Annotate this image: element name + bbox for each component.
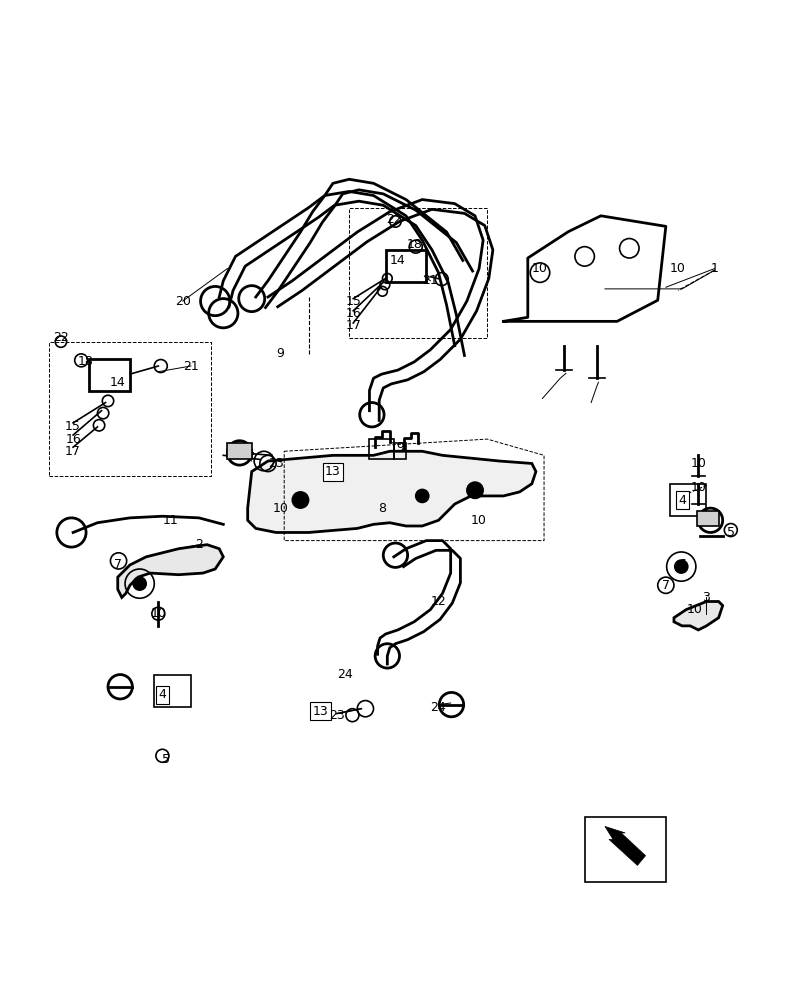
Text: 15: 15 (345, 295, 361, 308)
Text: 18: 18 (406, 238, 422, 251)
Text: 15: 15 (65, 420, 81, 433)
Text: 13: 13 (324, 465, 341, 478)
Text: 20: 20 (174, 295, 191, 308)
Text: 19: 19 (389, 441, 406, 454)
Text: 11: 11 (162, 514, 178, 527)
Text: 10: 10 (689, 481, 706, 494)
Circle shape (415, 489, 428, 502)
Text: 23: 23 (268, 457, 284, 470)
Text: 24: 24 (337, 668, 353, 681)
Text: 6: 6 (677, 558, 685, 571)
Text: 22: 22 (385, 213, 401, 226)
Text: 6: 6 (138, 579, 146, 592)
Text: 21: 21 (182, 360, 199, 373)
Text: 14: 14 (109, 376, 126, 389)
Text: 10: 10 (150, 607, 166, 620)
Text: 10: 10 (689, 457, 706, 470)
Text: 17: 17 (345, 319, 361, 332)
Text: 4: 4 (677, 493, 685, 506)
Text: 16: 16 (345, 307, 361, 320)
Text: 10: 10 (470, 514, 487, 527)
Bar (369, 439, 393, 459)
Text: 8: 8 (377, 502, 385, 515)
Text: 22: 22 (53, 331, 69, 344)
Bar (227, 443, 251, 459)
Polygon shape (247, 451, 535, 532)
Text: 7: 7 (661, 579, 669, 592)
Text: 3: 3 (702, 591, 710, 604)
Text: 14: 14 (389, 254, 406, 267)
Text: 16: 16 (65, 433, 81, 446)
Bar (154, 675, 191, 707)
Bar (393, 443, 406, 459)
Text: 5: 5 (726, 526, 734, 539)
Bar (584, 817, 665, 882)
Text: 9: 9 (276, 347, 284, 360)
Text: 10: 10 (531, 262, 547, 275)
Text: 13: 13 (312, 705, 328, 718)
Bar (89, 359, 130, 391)
Text: 23: 23 (328, 709, 345, 722)
Circle shape (674, 560, 687, 573)
Circle shape (133, 577, 146, 590)
Text: 5: 5 (162, 753, 170, 766)
Polygon shape (118, 545, 223, 597)
Text: 24: 24 (235, 449, 251, 462)
Text: 1: 1 (710, 262, 718, 275)
Text: 18: 18 (77, 355, 93, 368)
Text: 21: 21 (422, 274, 438, 287)
Bar (696, 511, 719, 526)
Text: 7: 7 (114, 558, 122, 571)
Circle shape (292, 492, 308, 508)
Polygon shape (604, 826, 645, 865)
Circle shape (466, 482, 483, 498)
Text: 10: 10 (669, 262, 685, 275)
Bar (669, 484, 706, 516)
Text: 2: 2 (195, 538, 203, 551)
Text: 24: 24 (697, 514, 714, 527)
Polygon shape (673, 601, 722, 630)
Text: 10: 10 (685, 603, 702, 616)
Text: 4: 4 (158, 688, 166, 701)
Text: 10: 10 (272, 502, 288, 515)
Text: 17: 17 (65, 445, 81, 458)
Text: 12: 12 (430, 595, 446, 608)
Bar (385, 250, 426, 282)
Text: 24: 24 (430, 701, 446, 714)
